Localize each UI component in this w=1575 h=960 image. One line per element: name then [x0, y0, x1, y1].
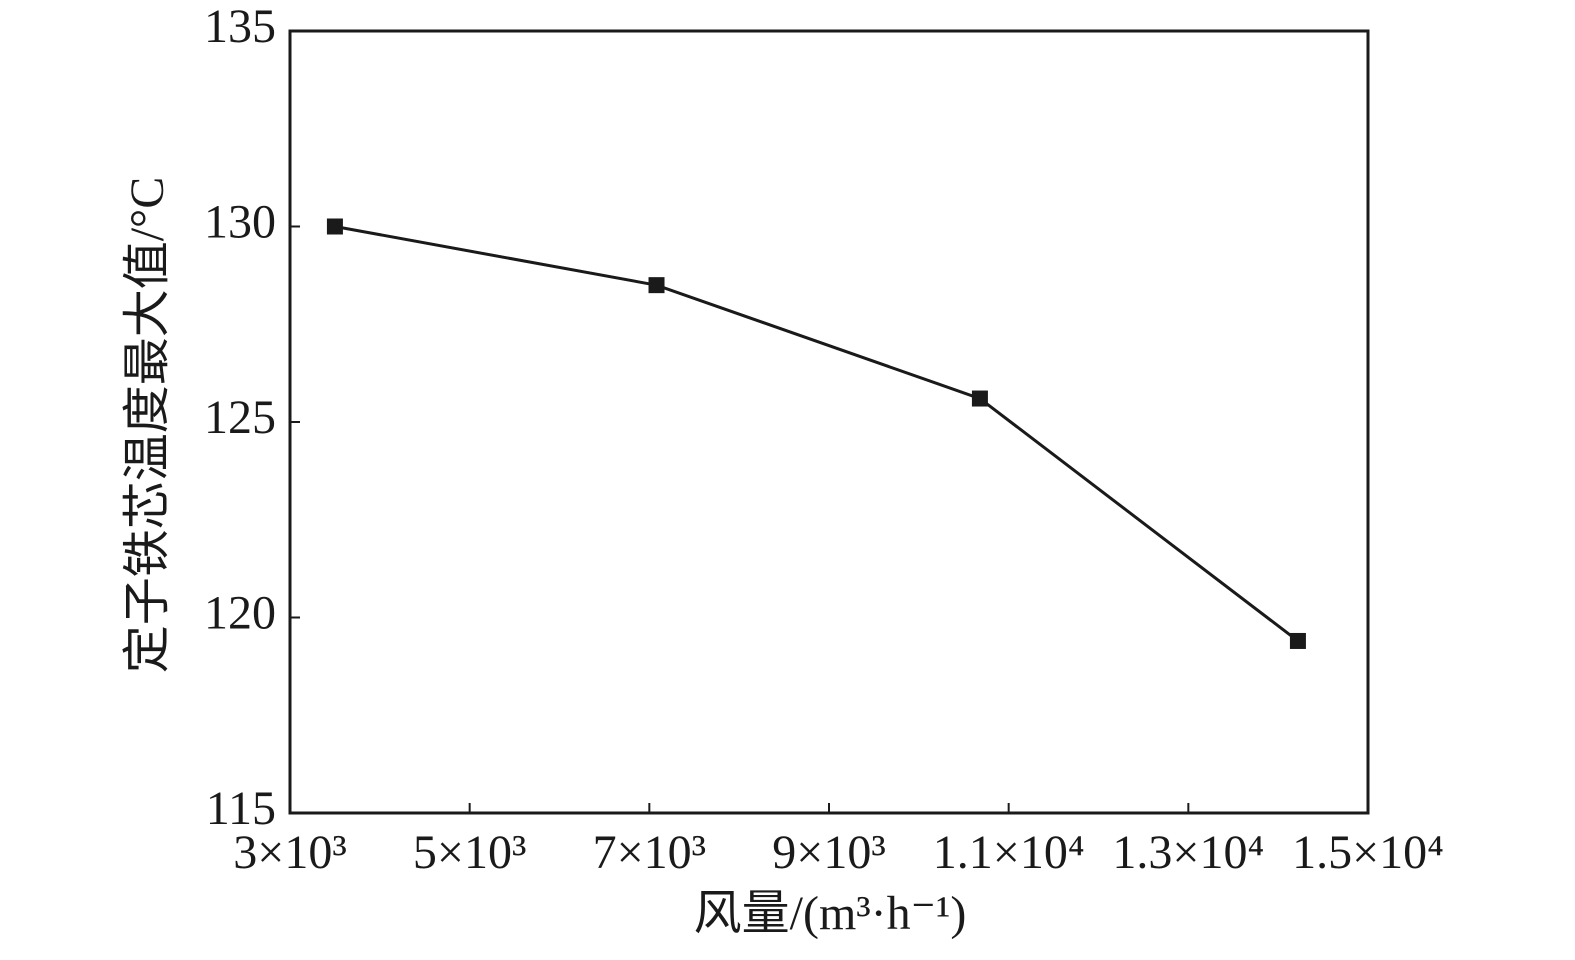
y-tick-label: 115 [206, 782, 276, 835]
point-marker [326, 218, 343, 235]
point-marker [648, 277, 665, 294]
x-tick-label: 1.5×10⁴ [1292, 826, 1444, 879]
x-tick-label: 1.1×10⁴ [933, 826, 1085, 879]
x-tick-label: 3×10³ [233, 826, 346, 879]
point-marker [971, 390, 988, 407]
x-axis-label: 风量/(m³·h⁻¹) [694, 887, 967, 940]
x-tick-label: 1.3×10⁴ [1112, 826, 1264, 879]
plot-frame [288, 29, 1370, 815]
y-tick-label: 135 [204, 0, 276, 53]
point-marker [1289, 632, 1306, 649]
x-tick-label: 5×10³ [413, 826, 526, 879]
series-line [334, 225, 1299, 643]
y-tick-label: 120 [204, 587, 276, 640]
x-tick-label: 7×10³ [593, 826, 706, 879]
y-tick-label: 130 [204, 196, 276, 249]
y-tick-label: 125 [204, 391, 276, 444]
x-tick-label: 9×10³ [772, 826, 885, 879]
y-axis-label: 定子铁芯温度最大值/°C [121, 177, 174, 674]
